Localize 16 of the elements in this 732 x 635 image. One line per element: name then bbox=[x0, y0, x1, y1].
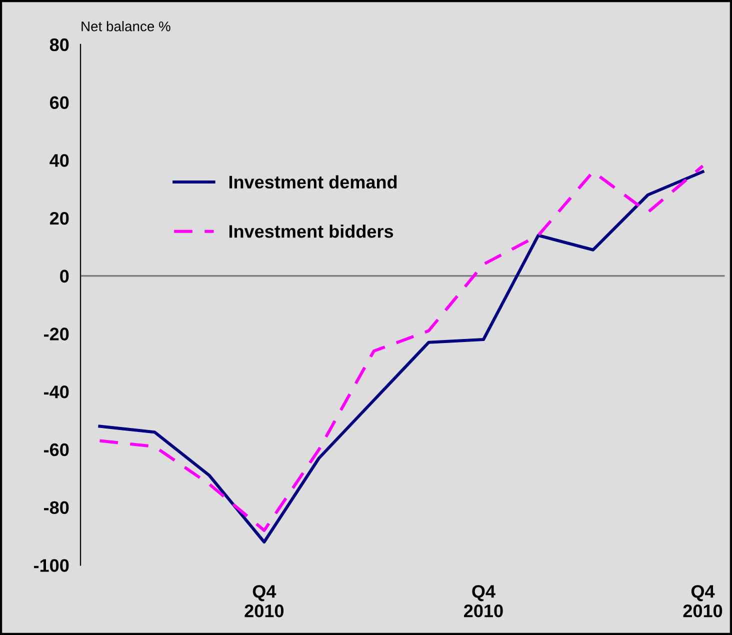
y-tick-label: 40 bbox=[50, 154, 69, 167]
y-axis-title: Net balance % bbox=[82, 21, 170, 32]
y-tick-label: 20 bbox=[50, 212, 69, 225]
y-tick-label: -60 bbox=[44, 443, 69, 456]
y-tick-label: -100 bbox=[34, 559, 69, 572]
y-tick-label: 60 bbox=[50, 96, 69, 110]
y-tick-label: 0 bbox=[60, 270, 69, 283]
y-tick-label: -80 bbox=[44, 501, 69, 514]
y-tick-label: -40 bbox=[44, 386, 69, 398]
legend-label: Investment bidders bbox=[229, 224, 394, 238]
y-tick-label: 80 bbox=[50, 38, 69, 52]
x-tick-label: Q4 2010 bbox=[244, 585, 284, 618]
x-tick-label: Q4 2010 bbox=[683, 585, 722, 618]
legend-label: Investment demand bbox=[229, 175, 397, 189]
x-tick-label: Q4 2010 bbox=[464, 585, 503, 618]
y-tick-label: -20 bbox=[44, 328, 69, 340]
